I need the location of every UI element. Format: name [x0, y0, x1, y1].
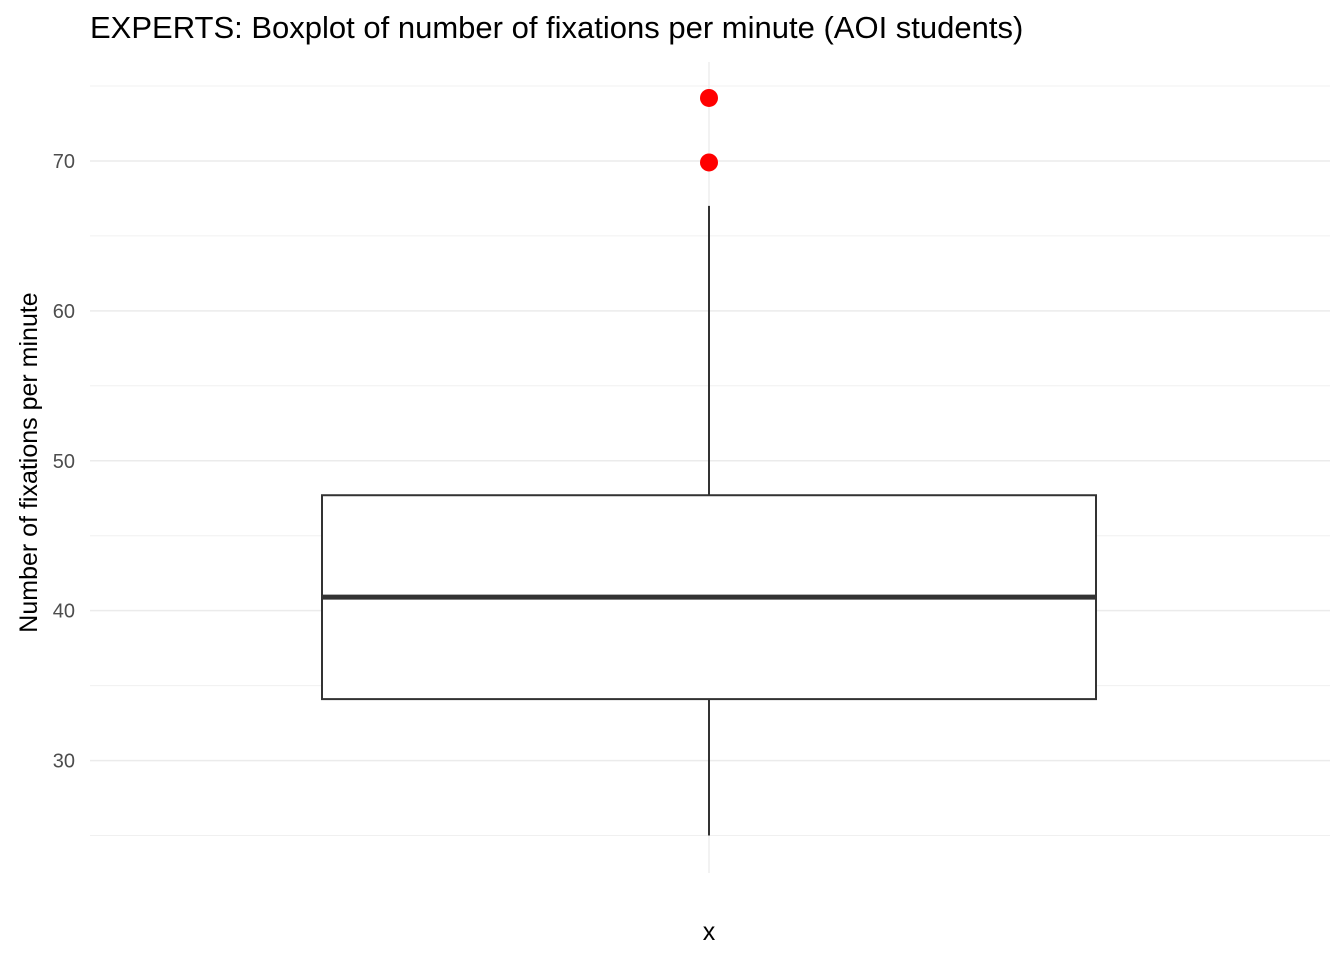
- y-tick-label: 50: [53, 451, 75, 473]
- y-tick-label: 70: [53, 151, 75, 173]
- chart-title: EXPERTS: Boxplot of number of fixations …: [90, 10, 1024, 45]
- outlier-point: [700, 88, 718, 107]
- y-tick-label: 40: [53, 601, 75, 623]
- box-and-whiskers: [321, 205, 1097, 836]
- outlier-points: [700, 88, 718, 172]
- y-tick-label: 30: [53, 751, 75, 773]
- x-axis-label: x: [703, 918, 716, 946]
- y-tick-labels: 30 40 50 60 70: [53, 151, 75, 773]
- outlier-point: [700, 153, 718, 172]
- y-axis-label: Number of fixations per minute: [15, 292, 43, 632]
- y-tick-label: 60: [53, 301, 75, 323]
